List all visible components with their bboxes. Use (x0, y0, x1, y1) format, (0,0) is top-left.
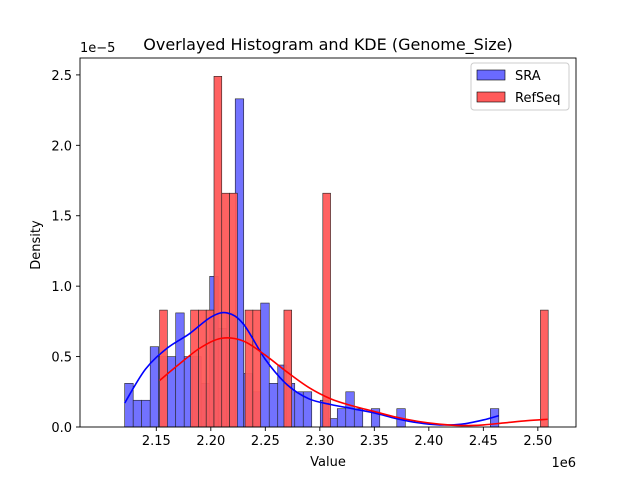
bar-refseq (159, 309, 168, 428)
x-tick-label: 2.15 (142, 434, 171, 449)
bar-refseq (198, 309, 207, 428)
bar-refseq (229, 192, 238, 428)
x-axis-label: Value (310, 455, 346, 470)
bar-sra (132, 399, 142, 428)
bar-sra (353, 408, 364, 428)
bars-refseq (159, 76, 549, 428)
y-tick-label: 0.0 (51, 421, 72, 436)
x-tick-label: 2.25 (251, 434, 280, 449)
x-offset-label: 1e6 (551, 456, 576, 471)
x-tick-label: 2.40 (414, 434, 443, 449)
x-tick-label: 2.35 (360, 434, 389, 449)
y-tick-label: 2.5 (51, 69, 72, 84)
y-tick-label: 2.0 (51, 139, 72, 154)
kde-line-refseq (159, 337, 548, 427)
bar-refseq (205, 309, 215, 428)
axes-frame (79, 57, 577, 428)
bar-refseq (221, 192, 230, 428)
bar-sra (336, 408, 347, 428)
bar-sra (175, 312, 185, 428)
bar-refseq (252, 309, 261, 428)
x-tick-label: 2.30 (305, 434, 334, 449)
bar-sra (294, 391, 304, 428)
legend-swatch-sra (476, 69, 506, 81)
y-offset-label: 1e−5 (80, 41, 115, 56)
x-tick-label: 2.50 (523, 434, 552, 449)
x-tick-label: 2.45 (469, 434, 498, 449)
legend: SRA RefSeq (470, 62, 570, 111)
y-tick-label: 1.5 (51, 210, 72, 225)
y-axis-label: Density (29, 220, 44, 270)
bar-refseq (322, 192, 331, 428)
bar-sra (141, 399, 151, 428)
bar-sra (260, 302, 270, 428)
bar-refseq (213, 76, 223, 428)
legend-swatch-refseq (476, 91, 506, 103)
legend-label-refseq: RefSeq (515, 91, 561, 106)
legend-label-sra: SRA (515, 69, 541, 84)
x-tick-label: 2.20 (196, 434, 225, 449)
axes: 2.15 2.20 2.25 2.30 2.35 2.40 2.45 2.50 0.0 0.5 1.… (51, 57, 577, 449)
y-tick-label: 0.5 (51, 351, 72, 366)
y-tick-label: 1.0 (51, 280, 72, 295)
chart-title: Overlayed Histogram and KDE (Genome_Size… (143, 35, 513, 55)
bar-refseq (540, 309, 549, 428)
bar-refseq (283, 309, 293, 428)
bar-sra (268, 383, 279, 428)
